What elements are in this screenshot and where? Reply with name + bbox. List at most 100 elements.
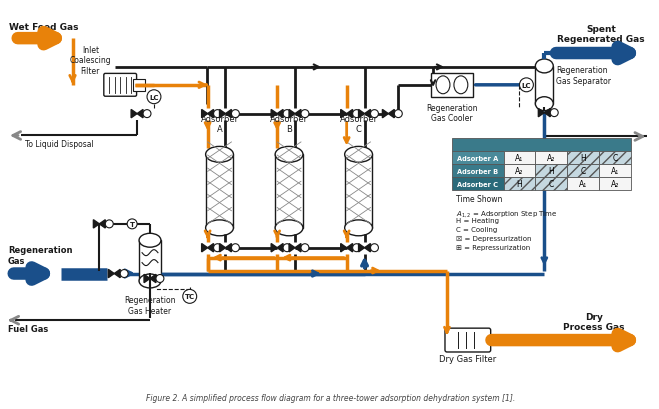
Text: Time Shown: Time Shown (456, 195, 502, 204)
Ellipse shape (535, 97, 554, 111)
Bar (535, 67, 554, 104)
Circle shape (127, 219, 137, 229)
Polygon shape (108, 270, 114, 278)
Bar (567, 178, 599, 191)
Ellipse shape (139, 274, 161, 288)
Polygon shape (219, 244, 225, 252)
Text: H: H (548, 167, 554, 176)
Bar (452, 152, 503, 165)
Polygon shape (131, 110, 137, 119)
Polygon shape (295, 244, 301, 252)
Circle shape (283, 244, 291, 252)
Text: LC: LC (149, 94, 159, 101)
Text: Figure 2. A simplified process flow diagram for a three-tower adsorption dehydra: Figure 2. A simplified process flow diag… (146, 393, 515, 402)
Text: Spent
Regenerated Gas: Spent Regenerated Gas (557, 25, 645, 44)
Circle shape (301, 244, 309, 252)
Bar (535, 178, 567, 191)
Bar (206, 155, 233, 228)
Ellipse shape (275, 220, 303, 236)
Polygon shape (114, 270, 120, 278)
Text: A₂: A₂ (547, 154, 556, 163)
Text: A₂: A₂ (611, 180, 619, 189)
Circle shape (105, 220, 113, 228)
Bar (503, 152, 535, 165)
Circle shape (370, 244, 378, 252)
Polygon shape (271, 110, 277, 119)
Text: Adsorber
C: Adsorber C (339, 115, 378, 134)
Bar (452, 165, 503, 178)
Polygon shape (277, 110, 283, 119)
FancyBboxPatch shape (445, 328, 491, 352)
Text: Regeneration
Gas Cooler: Regeneration Gas Cooler (426, 103, 478, 123)
Circle shape (156, 275, 164, 283)
Text: C = Cooling: C = Cooling (456, 226, 497, 232)
Polygon shape (347, 110, 353, 119)
Text: Regeneration
Gas Heater: Regeneration Gas Heater (125, 296, 176, 315)
Polygon shape (289, 244, 295, 252)
Text: C: C (581, 167, 586, 176)
Ellipse shape (206, 220, 233, 236)
Polygon shape (94, 220, 100, 229)
Bar (567, 152, 599, 165)
Polygon shape (150, 275, 156, 283)
Circle shape (283, 110, 291, 118)
FancyBboxPatch shape (104, 74, 136, 97)
Polygon shape (225, 110, 231, 119)
Polygon shape (388, 110, 394, 119)
Text: Dry
Process Gas: Dry Process Gas (563, 312, 625, 331)
Polygon shape (137, 110, 143, 119)
Polygon shape (208, 110, 214, 119)
Polygon shape (208, 244, 214, 252)
Polygon shape (538, 109, 544, 117)
Bar (599, 165, 631, 178)
Text: ⊞ = Repressurization: ⊞ = Repressurization (456, 244, 530, 250)
Circle shape (231, 110, 239, 118)
Bar (452, 178, 503, 191)
Bar (503, 165, 535, 178)
Text: Adsorber C: Adsorber C (457, 181, 498, 187)
Bar (133, 80, 145, 92)
Polygon shape (341, 244, 347, 252)
Bar (503, 178, 535, 191)
Bar (599, 178, 631, 191)
Polygon shape (358, 244, 364, 252)
Polygon shape (225, 244, 231, 252)
Polygon shape (347, 244, 353, 252)
Circle shape (519, 79, 533, 92)
Ellipse shape (454, 76, 468, 94)
Polygon shape (544, 109, 550, 117)
Polygon shape (202, 244, 208, 252)
Bar (599, 152, 631, 165)
Text: TC: TC (185, 294, 195, 300)
Circle shape (394, 110, 402, 118)
Ellipse shape (436, 76, 450, 94)
Text: H: H (517, 180, 523, 189)
Polygon shape (341, 110, 347, 119)
Polygon shape (358, 110, 364, 119)
Polygon shape (219, 110, 225, 119)
Circle shape (214, 110, 221, 118)
Circle shape (550, 109, 558, 117)
Circle shape (231, 244, 239, 252)
Text: $A_{1,2}$ = Adsorption Step Time: $A_{1,2}$ = Adsorption Step Time (456, 209, 558, 218)
Circle shape (353, 244, 360, 252)
Text: LC: LC (522, 83, 531, 89)
Bar (567, 165, 599, 178)
Polygon shape (100, 220, 105, 229)
Circle shape (370, 110, 378, 118)
Polygon shape (144, 275, 150, 283)
Text: H = Heating: H = Heating (456, 217, 499, 223)
Text: H: H (580, 154, 586, 163)
Text: To Liquid Disposal: To Liquid Disposal (25, 140, 94, 149)
Bar (452, 139, 631, 152)
Text: ☒ = Depressurization: ☒ = Depressurization (456, 235, 531, 241)
Circle shape (183, 290, 196, 303)
Text: Regeneration
Gas: Regeneration Gas (8, 245, 72, 265)
Circle shape (301, 110, 309, 118)
Circle shape (143, 110, 151, 118)
Polygon shape (295, 110, 301, 119)
Polygon shape (271, 244, 277, 252)
Circle shape (120, 270, 128, 278)
Text: A₂: A₂ (515, 167, 524, 176)
Text: C: C (612, 154, 617, 163)
